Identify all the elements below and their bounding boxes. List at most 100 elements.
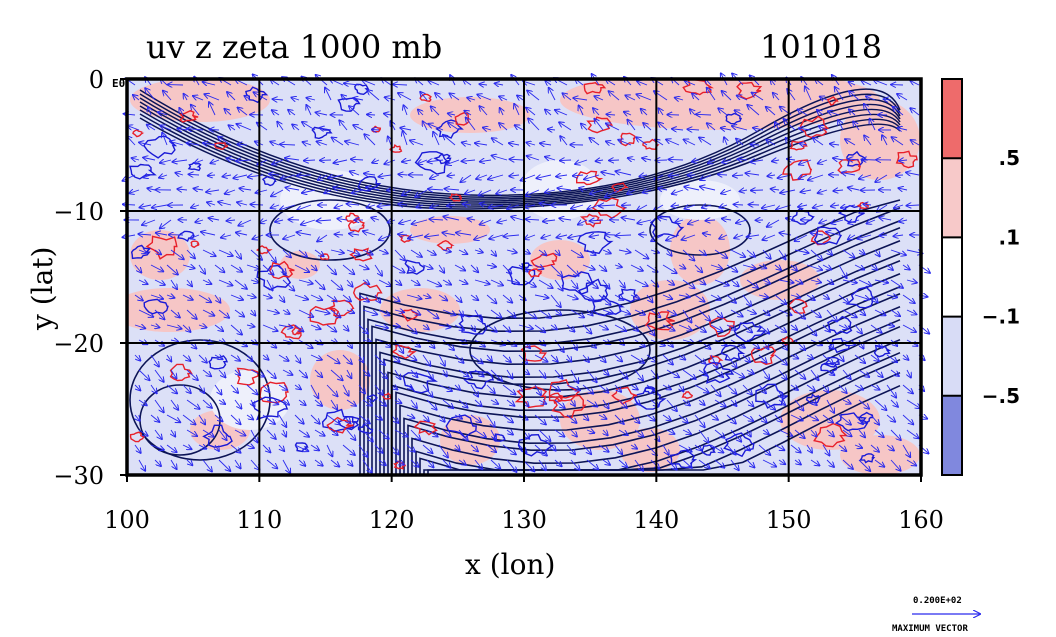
wind-vector <box>372 160 380 163</box>
wind-vector <box>684 187 700 190</box>
wind-vector <box>438 264 444 273</box>
wind-vector <box>657 217 668 220</box>
wind-vector <box>221 235 232 238</box>
wind-vector <box>191 205 200 208</box>
wind-vector <box>634 309 645 315</box>
wind-vector <box>209 218 220 220</box>
wind-vector <box>606 141 616 145</box>
wind-vector <box>554 310 561 315</box>
y-tick-label: 0 <box>89 66 104 94</box>
wind-vector <box>332 138 344 146</box>
wind-vector <box>288 110 296 116</box>
height-contour <box>129 339 271 461</box>
positive-contour <box>644 311 675 331</box>
height-contour <box>363 206 901 475</box>
positive-contour <box>145 235 178 260</box>
wind-vector <box>379 175 392 177</box>
wind-vector <box>195 220 204 222</box>
wind-vector <box>659 108 664 116</box>
wind-vector <box>314 459 323 466</box>
wind-vector <box>330 250 344 253</box>
wind-vector <box>275 220 284 222</box>
wind-vector <box>170 399 178 410</box>
wind-vector <box>272 110 280 115</box>
wind-vector <box>362 429 373 442</box>
negative-contour <box>723 432 755 458</box>
wind-vector <box>277 122 284 131</box>
wind-vector <box>862 159 876 160</box>
wind-vector <box>525 189 540 196</box>
wind-vector <box>191 105 200 116</box>
wind-vector <box>310 384 318 398</box>
wind-vector <box>150 295 163 299</box>
wind-vector <box>346 249 359 255</box>
wind-vector <box>506 309 516 317</box>
wind-vector <box>566 324 575 332</box>
positive-contour <box>551 394 587 419</box>
wind-vector <box>246 415 253 419</box>
wind-vector <box>541 235 552 238</box>
wind-vector <box>545 157 556 160</box>
wind-vector <box>557 235 568 238</box>
wind-vector <box>326 354 340 363</box>
wind-vector <box>342 294 351 301</box>
wind-vector <box>404 105 408 116</box>
wind-vector <box>554 339 564 352</box>
wind-vector <box>326 324 336 332</box>
wind-vector <box>526 108 536 116</box>
positive-contour <box>586 116 614 134</box>
wind-vector <box>550 325 557 329</box>
wind-vector <box>218 429 227 440</box>
wind-vector <box>602 310 613 314</box>
wind-vector <box>573 175 584 176</box>
wind-vector <box>182 384 191 393</box>
wind-vector <box>672 129 684 130</box>
negative-contour <box>720 344 746 361</box>
wind-vector <box>566 295 578 299</box>
wind-vector <box>694 324 706 332</box>
wind-vector <box>335 205 344 208</box>
wind-vector <box>637 204 648 211</box>
wind-vector <box>454 354 464 363</box>
positive-contour <box>611 386 638 405</box>
positive-contour <box>352 281 383 302</box>
wind-vector <box>634 459 643 471</box>
wind-vector <box>160 219 172 228</box>
height-contour <box>407 325 901 475</box>
wind-vector <box>399 220 412 223</box>
wind-vector <box>289 220 300 221</box>
wind-vector <box>559 122 572 131</box>
wind-vector <box>467 98 476 100</box>
positive-contour <box>514 385 548 409</box>
wind-vector <box>134 354 140 361</box>
wind-vector <box>314 310 330 313</box>
wind-vector <box>504 235 520 236</box>
wind-vector <box>298 399 306 405</box>
wind-vector <box>198 354 207 363</box>
height-contour <box>391 285 901 475</box>
wind-vector <box>347 204 360 205</box>
wind-vector <box>614 444 622 454</box>
wind-vector <box>682 459 692 468</box>
wind-vector <box>182 354 191 361</box>
wind-vector <box>672 205 680 206</box>
wind-vector <box>226 158 236 160</box>
wind-vector <box>294 354 301 363</box>
wind-vector <box>462 160 476 161</box>
wind-vector <box>143 175 152 177</box>
wind-vector <box>502 264 511 274</box>
wind-vector <box>458 250 467 254</box>
wind-vector <box>179 108 183 116</box>
colorbar-label: .1 <box>998 225 1020 249</box>
wind-vector <box>317 141 328 145</box>
wind-vector <box>214 414 223 421</box>
wind-vector <box>175 173 184 175</box>
wind-vector <box>298 459 305 466</box>
wind-vector <box>438 384 452 391</box>
wind-vector <box>251 310 255 316</box>
wind-vector <box>578 220 588 225</box>
negative-contour <box>618 288 638 303</box>
height-contour <box>139 97 901 200</box>
wind-vector <box>170 249 184 259</box>
wind-vector <box>214 294 220 303</box>
